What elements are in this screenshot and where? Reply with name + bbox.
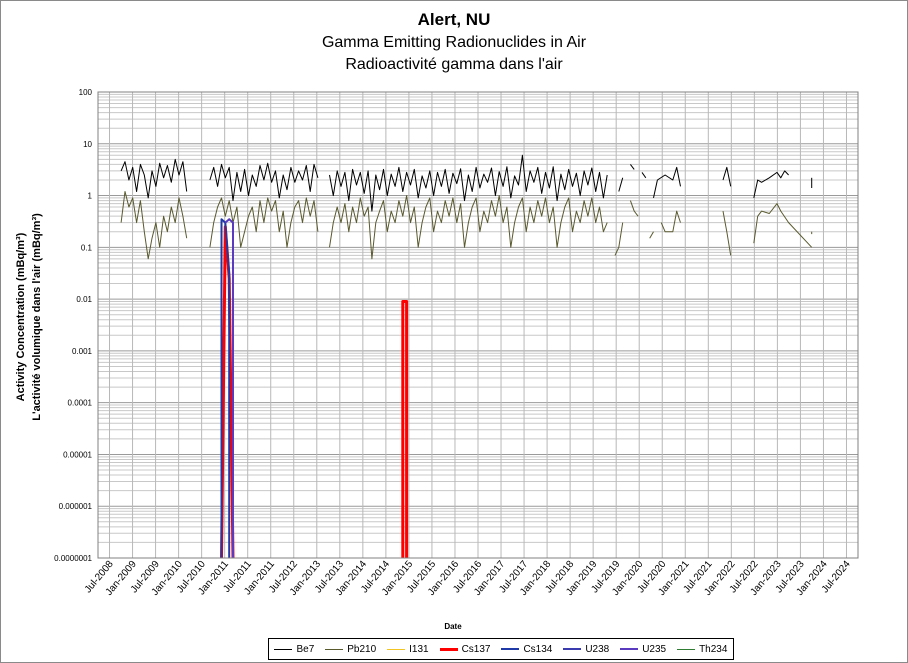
y-tick-label: 0.000001 (59, 502, 93, 511)
legend-swatch (620, 648, 639, 650)
legend-swatch (677, 648, 696, 650)
legend-label: Be7 (296, 643, 315, 655)
series-line-be7 (618, 177, 624, 192)
series-line-be7 (120, 158, 188, 199)
legend-item-cs137: Cs137 (439, 643, 491, 655)
y-axis-label: Activity Concentration (mBq/m³) (15, 232, 27, 401)
chart-subtitle-fr: Radioactivité gamma dans l'air (345, 56, 563, 73)
series-line-be7 (630, 164, 635, 170)
y-tick-label: 0.00001 (63, 450, 92, 459)
y-tick-label: 100 (79, 88, 93, 97)
legend-swatch (274, 648, 293, 650)
chart-legend: Be7 Pb210 I131 Cs137 Cs134 U238 U235 Th234 (268, 638, 734, 660)
legend-item-be7: Be7 (274, 644, 314, 655)
legend-label: Th234 (699, 643, 728, 655)
series-line-pb210 (209, 197, 319, 248)
y-tick-label: 0.001 (72, 347, 93, 356)
legend-item-u235: U235 (620, 644, 666, 655)
y-tick-label: 0.1 (81, 243, 93, 252)
y-tick-label: 0.0000001 (54, 554, 92, 563)
series-line-pb210 (753, 203, 813, 248)
legend-item-u238: U238 (563, 644, 609, 655)
series-line-be7 (641, 172, 647, 179)
chart-subtitle: Gamma Emitting Radionuclides in Air (321, 34, 587, 51)
series-line-pb210 (649, 231, 654, 239)
legend-item-i131: I131 (387, 643, 429, 655)
y-tick-label: 10 (83, 140, 92, 149)
legend-label: Pb210 (347, 643, 377, 655)
series-line-be7 (753, 170, 789, 199)
series-line-u235 (224, 218, 234, 558)
series-line-pb210 (629, 200, 639, 217)
series-line-pb210 (614, 222, 624, 256)
legend-item-cs134: Cs134 (501, 644, 552, 655)
legend-swatch (439, 647, 458, 651)
series-line-be7 (209, 162, 319, 202)
y-tick-label: 1 (88, 192, 93, 201)
x-axis-label: Date (444, 622, 462, 631)
legend-label: U235 (642, 643, 667, 655)
series-line-pb210 (660, 210, 681, 233)
legend-swatch (387, 648, 406, 650)
legend-item-th234: Th234 (677, 644, 727, 655)
legend-label: Cs137 (461, 643, 491, 655)
legend-label: I131 (409, 643, 429, 655)
series-line-pb210 (722, 211, 732, 256)
series-line-cs137 (401, 300, 409, 558)
legend-label: U238 (585, 643, 610, 655)
legend-swatch (325, 648, 344, 650)
legend-item-pb210: Pb210 (325, 644, 376, 655)
y-axis-label-fr: L'activité volumique dans l'air (mBq/m³) (31, 213, 43, 421)
y-tick-label: 0.0001 (68, 399, 93, 408)
legend-label: Cs134 (523, 643, 553, 655)
chart-title: Alert, NU (417, 10, 491, 29)
legend-swatch (563, 648, 582, 650)
legend-swatch (501, 648, 520, 650)
series-line-be7 (722, 166, 732, 187)
y-tick-label: 0.01 (76, 295, 92, 304)
series-line-be7 (653, 166, 681, 199)
plot-area (97, 91, 859, 559)
series-line-pb210 (329, 195, 608, 260)
series-line-be7 (329, 154, 608, 212)
series-line-pb210 (120, 191, 188, 260)
